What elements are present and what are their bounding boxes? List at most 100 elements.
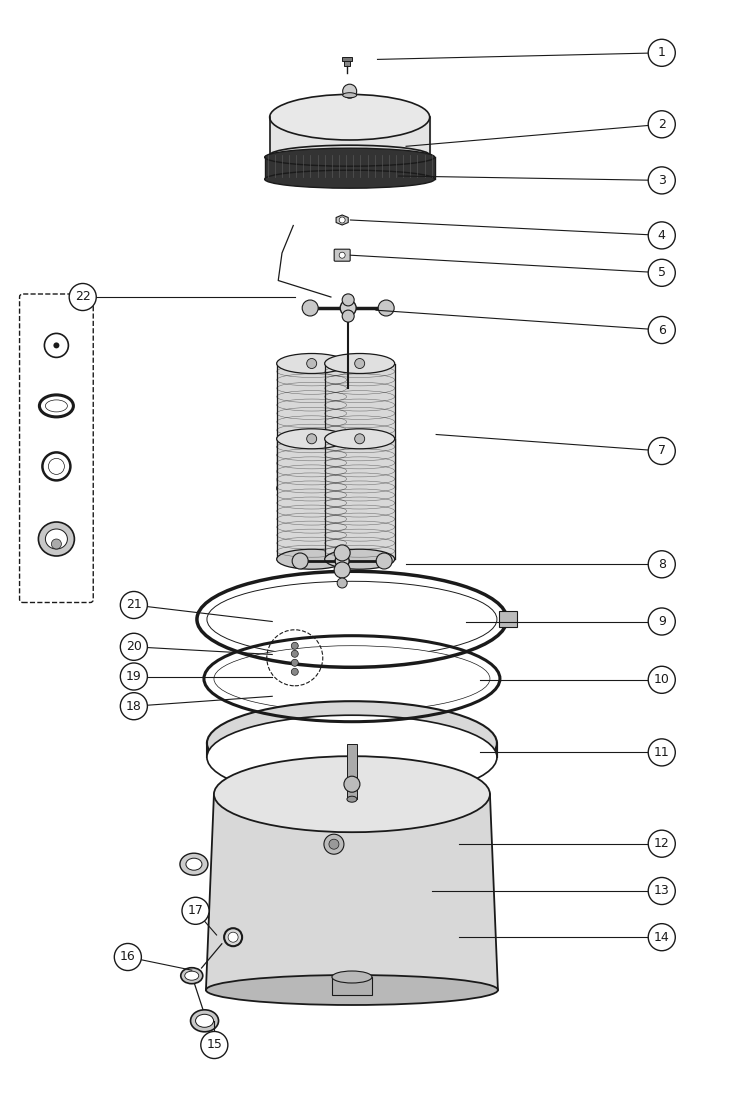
Bar xyxy=(344,58,350,66)
Circle shape xyxy=(334,544,350,561)
FancyBboxPatch shape xyxy=(334,250,350,261)
FancyBboxPatch shape xyxy=(20,294,93,603)
Ellipse shape xyxy=(180,968,203,983)
Ellipse shape xyxy=(325,549,395,569)
Circle shape xyxy=(648,830,675,857)
Ellipse shape xyxy=(325,478,395,498)
Circle shape xyxy=(293,553,308,569)
Circle shape xyxy=(291,650,299,658)
Text: 3: 3 xyxy=(658,174,666,187)
Circle shape xyxy=(329,839,339,849)
Circle shape xyxy=(201,1032,228,1058)
Ellipse shape xyxy=(196,1014,214,1027)
Ellipse shape xyxy=(265,148,435,166)
Bar xyxy=(347,745,357,800)
Circle shape xyxy=(291,659,299,667)
Circle shape xyxy=(355,433,365,443)
Text: 2: 2 xyxy=(658,118,666,131)
Text: 13: 13 xyxy=(654,884,669,898)
Ellipse shape xyxy=(190,1010,219,1032)
Circle shape xyxy=(337,578,347,588)
Circle shape xyxy=(307,433,317,443)
Circle shape xyxy=(228,932,238,943)
Polygon shape xyxy=(336,214,348,225)
Circle shape xyxy=(648,739,675,766)
Text: 11: 11 xyxy=(654,746,669,759)
Text: 7: 7 xyxy=(658,444,666,458)
Ellipse shape xyxy=(45,400,68,411)
Circle shape xyxy=(69,284,96,310)
Circle shape xyxy=(648,111,675,138)
Ellipse shape xyxy=(277,478,347,498)
Bar xyxy=(499,612,517,627)
Circle shape xyxy=(648,40,675,66)
Text: 17: 17 xyxy=(187,904,204,917)
Text: 18: 18 xyxy=(126,700,142,713)
Ellipse shape xyxy=(277,353,347,374)
Circle shape xyxy=(342,294,354,306)
Circle shape xyxy=(648,924,675,950)
Ellipse shape xyxy=(180,854,208,876)
Circle shape xyxy=(344,777,360,792)
Circle shape xyxy=(648,260,675,286)
Circle shape xyxy=(648,438,675,464)
Bar xyxy=(342,57,353,62)
Circle shape xyxy=(120,634,147,660)
Text: 8: 8 xyxy=(658,558,666,571)
Ellipse shape xyxy=(206,975,498,1005)
Ellipse shape xyxy=(186,858,202,870)
Circle shape xyxy=(51,539,62,549)
Circle shape xyxy=(120,592,147,618)
Text: 6: 6 xyxy=(658,323,666,337)
Circle shape xyxy=(48,459,65,474)
Circle shape xyxy=(335,554,349,568)
Text: 19: 19 xyxy=(126,670,141,683)
Ellipse shape xyxy=(332,971,372,983)
Circle shape xyxy=(120,663,147,690)
Ellipse shape xyxy=(207,715,497,800)
Circle shape xyxy=(340,300,356,316)
Text: 1: 1 xyxy=(658,46,666,59)
Circle shape xyxy=(53,342,59,349)
Ellipse shape xyxy=(207,701,497,785)
Circle shape xyxy=(343,85,356,98)
Ellipse shape xyxy=(38,522,74,556)
Circle shape xyxy=(307,359,317,369)
Text: 9: 9 xyxy=(658,615,666,628)
Circle shape xyxy=(302,300,318,316)
Ellipse shape xyxy=(185,971,199,980)
Circle shape xyxy=(120,693,147,719)
Circle shape xyxy=(324,834,344,855)
Circle shape xyxy=(291,642,299,649)
Polygon shape xyxy=(206,794,498,990)
Circle shape xyxy=(648,878,675,904)
Ellipse shape xyxy=(343,92,356,98)
Text: 21: 21 xyxy=(126,598,141,612)
Circle shape xyxy=(648,608,675,635)
Circle shape xyxy=(334,562,350,578)
Ellipse shape xyxy=(214,646,490,712)
Text: 10: 10 xyxy=(653,673,670,686)
Ellipse shape xyxy=(347,796,357,802)
Ellipse shape xyxy=(325,429,395,449)
Bar xyxy=(265,157,435,179)
Circle shape xyxy=(648,551,675,578)
Text: 16: 16 xyxy=(120,950,135,964)
Ellipse shape xyxy=(207,581,497,658)
Circle shape xyxy=(648,317,675,343)
Circle shape xyxy=(376,553,392,569)
Ellipse shape xyxy=(45,529,68,549)
Circle shape xyxy=(339,252,345,258)
Text: 22: 22 xyxy=(75,290,90,304)
Ellipse shape xyxy=(277,549,347,569)
Ellipse shape xyxy=(214,756,490,833)
Circle shape xyxy=(291,669,299,675)
Ellipse shape xyxy=(277,429,347,449)
Text: 4: 4 xyxy=(658,229,666,242)
Circle shape xyxy=(342,310,354,322)
Ellipse shape xyxy=(265,170,435,188)
Circle shape xyxy=(182,898,209,924)
Circle shape xyxy=(355,359,365,369)
Circle shape xyxy=(648,167,675,194)
Text: 12: 12 xyxy=(654,837,669,850)
